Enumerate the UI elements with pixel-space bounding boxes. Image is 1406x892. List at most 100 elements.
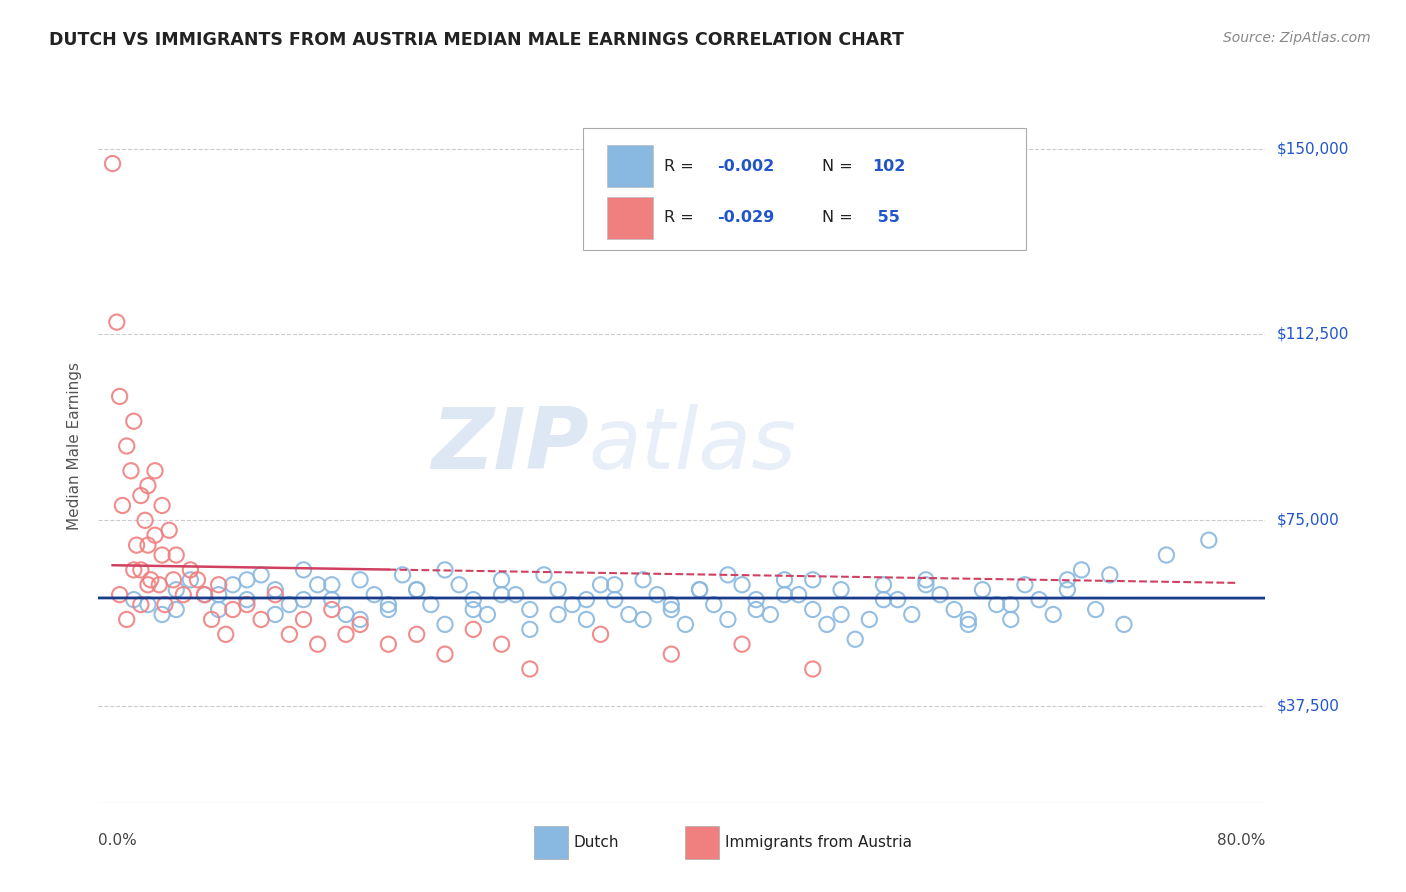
Point (547, 582, 569, 597)
Point (1042, 607, 1064, 622)
FancyBboxPatch shape (685, 826, 720, 859)
Text: N =: N = (823, 159, 858, 174)
Text: Immigrants from Austria: Immigrants from Austria (725, 835, 912, 849)
Point (1098, 567, 1121, 582)
Point (377, 598, 399, 612)
FancyBboxPatch shape (607, 145, 652, 187)
Point (179, 573, 201, 587)
Point (215, 627, 238, 641)
Text: 102: 102 (872, 159, 905, 174)
Point (108, 389, 131, 403)
Point (929, 588, 952, 602)
Point (986, 598, 1008, 612)
Point (972, 582, 994, 597)
Text: DUTCH VS IMMIGRANTS FROM AUSTRIA MEDIAN MALE EARNINGS CORRELATION CHART: DUTCH VS IMMIGRANTS FROM AUSTRIA MEDIAN … (49, 31, 904, 49)
Point (150, 548, 173, 562)
Point (717, 567, 740, 582)
Point (208, 588, 231, 602)
Point (617, 607, 640, 622)
Point (1056, 582, 1078, 597)
Point (631, 612, 654, 626)
Text: N =: N = (823, 211, 858, 225)
Point (200, 612, 222, 626)
Point (659, 598, 682, 612)
Point (477, 607, 499, 622)
Point (120, 464, 142, 478)
Point (519, 662, 541, 676)
Text: Dutch: Dutch (574, 835, 619, 849)
Point (463, 623, 485, 637)
Point (547, 607, 569, 622)
Point (505, 588, 527, 602)
Point (150, 499, 173, 513)
Point (321, 602, 343, 616)
Point (645, 588, 668, 602)
Text: R =: R = (665, 211, 699, 225)
Text: 0.0%: 0.0% (98, 833, 138, 848)
Point (830, 582, 852, 597)
Point (773, 588, 796, 602)
Point (111, 499, 134, 513)
Text: atlas: atlas (589, 404, 797, 488)
Point (136, 478, 159, 492)
FancyBboxPatch shape (534, 826, 568, 859)
Point (717, 612, 740, 626)
Point (419, 598, 441, 612)
Point (815, 617, 838, 632)
Text: $75,000: $75,000 (1277, 513, 1340, 528)
Point (1000, 612, 1022, 626)
Point (349, 573, 371, 587)
Point (391, 567, 413, 582)
Point (222, 578, 245, 592)
Point (186, 573, 208, 587)
Point (731, 637, 754, 651)
Point (745, 592, 768, 607)
Point (115, 439, 138, 453)
Point (264, 588, 287, 602)
Point (250, 612, 273, 626)
Point (105, 315, 128, 329)
Point (915, 578, 938, 592)
Point (872, 578, 894, 592)
Point (405, 582, 427, 597)
Point (1156, 548, 1178, 562)
Text: R =: R = (665, 159, 699, 174)
Point (561, 598, 583, 612)
Point (631, 573, 654, 587)
Point (193, 588, 215, 602)
Point (405, 627, 427, 641)
Point (208, 602, 231, 616)
Point (125, 538, 148, 552)
Text: ZIP: ZIP (430, 404, 589, 488)
Text: 55: 55 (872, 211, 900, 225)
Point (193, 588, 215, 602)
Point (150, 607, 173, 622)
Point (689, 582, 711, 597)
Point (278, 598, 301, 612)
Point (433, 617, 456, 632)
Point (745, 602, 768, 616)
Text: $37,500: $37,500 (1277, 698, 1340, 714)
Point (236, 592, 259, 607)
Y-axis label: Median Male Earnings: Median Male Earnings (67, 362, 83, 530)
Point (787, 588, 810, 602)
Point (519, 602, 541, 616)
Point (449, 578, 471, 592)
Point (957, 617, 980, 632)
Point (603, 578, 626, 592)
Point (162, 573, 184, 587)
Point (1112, 617, 1135, 632)
Point (589, 578, 612, 592)
Point (689, 582, 711, 597)
Point (858, 612, 880, 626)
Point (433, 563, 456, 577)
Text: -0.002: -0.002 (717, 159, 775, 174)
Point (801, 573, 824, 587)
Point (773, 573, 796, 587)
Point (363, 588, 385, 602)
Point (292, 563, 315, 577)
Point (533, 567, 555, 582)
Point (115, 612, 138, 626)
Point (136, 538, 159, 552)
Point (801, 602, 824, 616)
